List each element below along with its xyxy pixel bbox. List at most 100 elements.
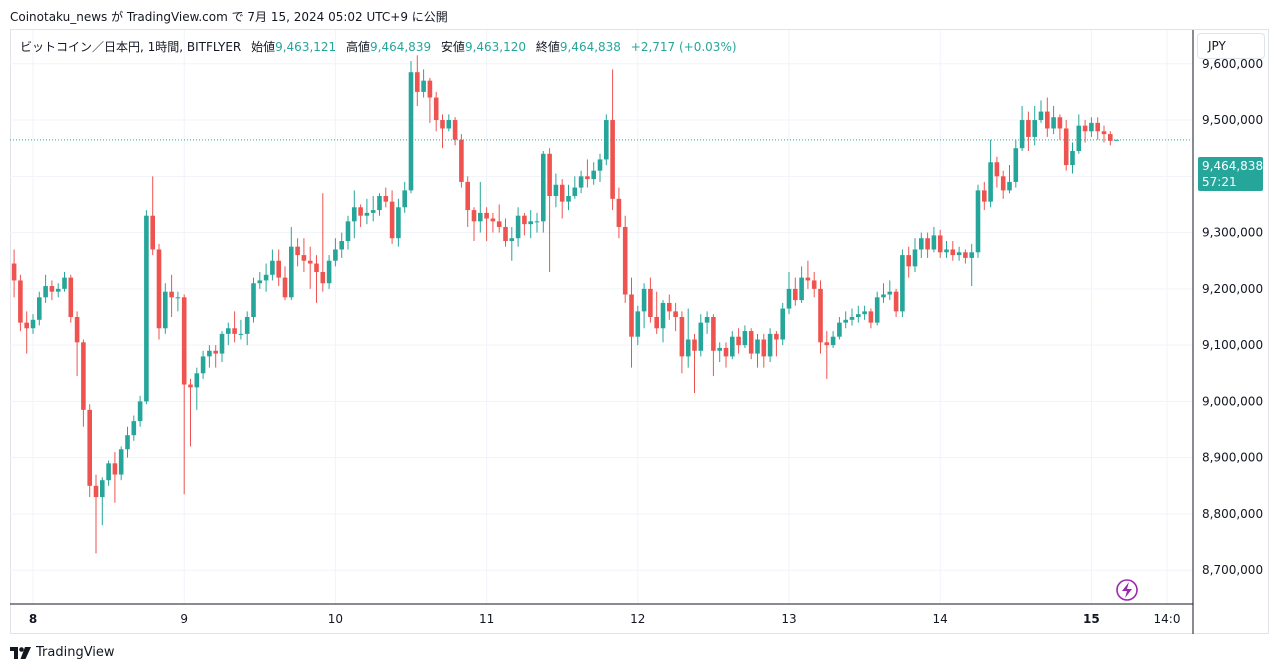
price-tick-label: 9,600,000 <box>1202 57 1263 71</box>
low-label: 安値 <box>440 40 465 54</box>
candle-body <box>415 72 420 92</box>
price-tick-label: 8,800,000 <box>1202 507 1263 521</box>
candle-body <box>18 280 23 323</box>
candle-body <box>736 336 741 346</box>
candle-body <box>849 317 855 320</box>
candle <box>837 317 842 340</box>
candle-body <box>893 291 899 312</box>
candle <box>723 342 729 368</box>
candle-body <box>74 317 80 343</box>
candle-body <box>24 322 29 329</box>
candle-body <box>150 215 155 250</box>
candle-body <box>982 190 987 202</box>
candle-body <box>43 286 48 298</box>
candle-body <box>685 339 691 357</box>
candle-body <box>761 339 767 357</box>
candle <box>427 77 433 123</box>
candle <box>956 246 962 261</box>
time-tick-label: 14 <box>933 612 948 626</box>
candle-body <box>950 249 956 256</box>
candle-body <box>251 283 256 317</box>
candle <box>452 117 458 146</box>
candle <box>333 238 338 267</box>
candle <box>717 342 722 363</box>
candle <box>704 311 710 334</box>
candle <box>1007 165 1012 194</box>
candle-body <box>748 331 754 354</box>
candle <box>616 187 622 239</box>
candle <box>824 331 830 379</box>
candle-body <box>1032 120 1037 137</box>
brand-name: TradingView <box>36 645 115 660</box>
candle <box>131 415 137 441</box>
candle-body <box>522 215 527 225</box>
candle <box>1032 105 1037 146</box>
candle <box>736 328 741 354</box>
candle-body <box>887 291 893 295</box>
candle <box>263 263 269 292</box>
chart-grid <box>10 30 1193 604</box>
candle <box>446 114 452 132</box>
candle-body <box>572 187 578 197</box>
candle-body <box>490 218 496 222</box>
candle <box>74 311 80 377</box>
candle-body <box>629 294 634 337</box>
candle-body <box>352 207 357 222</box>
candle <box>181 294 187 495</box>
candle <box>528 210 533 239</box>
candle-body <box>244 317 250 334</box>
candles-group <box>11 55 1119 554</box>
candle <box>30 314 36 334</box>
candle <box>874 291 880 326</box>
candle <box>994 156 1000 188</box>
candle-body <box>175 297 181 299</box>
candle-body <box>200 356 206 374</box>
candle <box>767 328 773 363</box>
candle-body <box>1019 120 1025 149</box>
candle <box>408 60 414 194</box>
candle-body <box>1026 120 1031 137</box>
candle-body <box>692 339 697 351</box>
candle <box>459 134 464 188</box>
candle <box>1108 131 1113 146</box>
candle-body <box>163 291 168 329</box>
candle-body <box>654 317 659 329</box>
candle <box>238 319 244 340</box>
candle <box>1000 170 1006 199</box>
candle <box>742 325 748 348</box>
candle <box>484 207 489 242</box>
candle <box>314 255 319 303</box>
candle-body <box>900 255 905 312</box>
candle-body <box>534 221 540 223</box>
time-tick-label: 14:0 <box>1154 612 1181 626</box>
candle-body <box>679 317 685 357</box>
candle <box>396 198 401 247</box>
candle <box>566 184 571 211</box>
footer-brand[interactable]: TradingView <box>10 645 115 660</box>
candle-body <box>969 252 974 258</box>
candle-body <box>648 288 653 317</box>
candle <box>1057 114 1063 140</box>
candle <box>200 350 206 379</box>
candle <box>654 291 659 334</box>
candle <box>780 302 785 346</box>
candle-body <box>944 249 949 253</box>
candle <box>862 305 867 320</box>
candle <box>100 477 105 526</box>
candle <box>93 474 99 554</box>
candle <box>1063 120 1069 171</box>
currency-button[interactable]: JPY <box>1197 33 1265 59</box>
candle-body <box>711 317 716 351</box>
candle <box>144 210 149 405</box>
candle-body <box>956 252 962 256</box>
candle-body <box>484 212 489 219</box>
lightning-icon[interactable] <box>1116 579 1138 601</box>
time-tick-label: 15 <box>1083 612 1100 626</box>
candle-body <box>591 170 596 180</box>
candle-body <box>37 297 42 320</box>
candle <box>282 266 288 301</box>
candle-body <box>396 207 401 239</box>
candle <box>793 277 798 306</box>
candle <box>156 243 162 340</box>
